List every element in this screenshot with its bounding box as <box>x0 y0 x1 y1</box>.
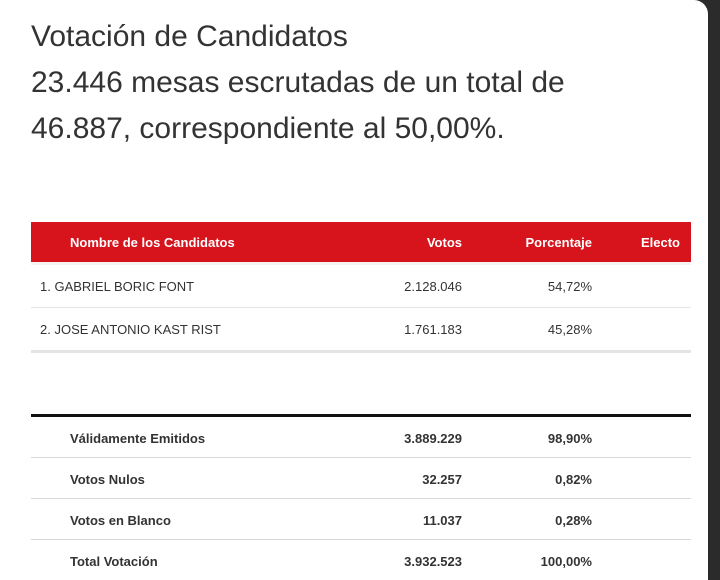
candidates-table-header: Nombre de los Candidatos Votos Porcentaj… <box>31 222 691 265</box>
column-header-percentage: Porcentaje <box>525 235 592 250</box>
table-row: Válidamente Emitidos 3.889.229 98,90% <box>31 417 691 458</box>
column-header-votes: Votos <box>426 235 462 250</box>
column-header-name: Nombre de los Candidatos <box>70 235 235 250</box>
table-row: Votos Nulos 32.257 0,82% <box>31 458 691 499</box>
total-label: Total Votación <box>70 554 158 569</box>
candidate-name: 2. JOSE ANTONIO KAST RIST <box>40 322 221 337</box>
total-label: Votos Nulos <box>70 472 145 487</box>
page-title: Votación de Candidatos 23.446 mesas escr… <box>31 14 691 152</box>
candidate-name: 1. GABRIEL BORIC FONT <box>40 279 195 294</box>
total-votes: 3.889.229 <box>404 431 462 446</box>
candidate-votes: 1.761.183 <box>404 322 462 337</box>
candidates-table: Nombre de los Candidatos Votos Porcentaj… <box>31 222 691 353</box>
total-votes: 11.037 <box>422 513 462 528</box>
column-header-elected: Electo <box>640 235 680 250</box>
total-votes: 32.257 <box>422 472 462 487</box>
table-row: Total Votación 3.932.523 100,00% <box>31 540 691 580</box>
title-line-1: Votación de Candidatos <box>31 20 348 53</box>
candidate-votes: 2.128.046 <box>404 279 462 294</box>
total-percentage: 0,28% <box>555 513 592 528</box>
table-row: Votos en Blanco 11.037 0,28% <box>31 499 691 540</box>
total-votes: 3.932.523 <box>404 554 462 569</box>
totals-table: Válidamente Emitidos 3.889.229 98,90% Vo… <box>31 414 691 580</box>
title-line-3: 46.887, correspondiente al 50,00%. <box>31 112 505 145</box>
total-label: Válidamente Emitidos <box>70 431 206 446</box>
candidate-percentage: 54,72% <box>547 279 592 294</box>
title-line-2: 23.446 mesas escrutadas de un total de <box>31 66 565 99</box>
candidate-percentage: 45,28% <box>547 322 592 337</box>
total-label: Votos en Blanco <box>70 513 171 528</box>
table-row: 1. GABRIEL BORIC FONT 2.128.046 54,72% <box>31 265 691 308</box>
total-percentage: 0,82% <box>555 472 592 487</box>
total-percentage: 100,00% <box>540 554 592 569</box>
total-percentage: 98,90% <box>547 431 592 446</box>
table-row: 2. JOSE ANTONIO KAST RIST 1.761.183 45,2… <box>31 308 691 353</box>
